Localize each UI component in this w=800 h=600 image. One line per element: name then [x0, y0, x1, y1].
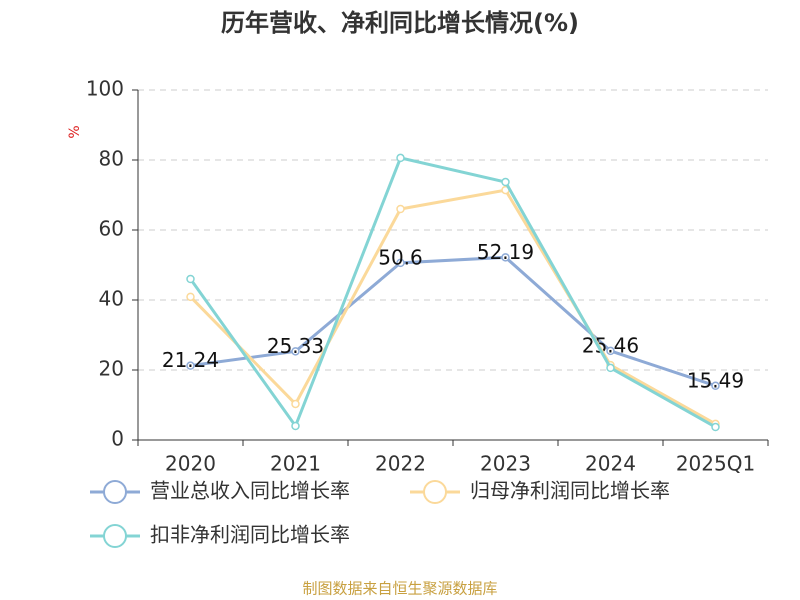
y-tick-label: 0: [111, 427, 124, 451]
data-label: 15.49: [687, 368, 744, 392]
legend-marker: [423, 480, 447, 504]
data-label: 21.24: [162, 348, 219, 372]
legend-label: 营业总收入同比增长率: [150, 479, 350, 503]
y-tick-label: 100: [86, 77, 124, 101]
data-point: [501, 177, 510, 187]
data-point: [606, 363, 615, 373]
x-tick-label: 2020: [165, 452, 216, 476]
y-tick-label: 80: [99, 147, 124, 171]
data-point: [396, 258, 405, 268]
data-point: [291, 347, 300, 356]
data-point: [291, 421, 300, 431]
series-line: [189, 188, 717, 426]
x-tick-label: 2025Q1: [676, 452, 755, 476]
legend-label: 扣非净利润同比增长率: [150, 523, 350, 547]
data-point: [291, 399, 300, 409]
data-label: 50.6: [378, 245, 423, 269]
x-tick-label: 2023: [480, 452, 531, 476]
y-tick-label: 60: [99, 217, 124, 241]
x-tick-label: 2022: [375, 452, 426, 476]
data-point: [501, 253, 510, 262]
data-label: 52.19: [477, 240, 534, 264]
source-note: 制图数据来自恒生聚源数据库: [302, 580, 497, 598]
x-tick-label: 2021: [270, 452, 321, 476]
data-point: [186, 361, 195, 370]
data-label: 25.46: [582, 333, 639, 357]
legend-marker: [103, 524, 127, 548]
data-point: [186, 292, 195, 302]
data-label: 25.33: [267, 334, 324, 358]
data-point: [186, 274, 195, 284]
data-point: [396, 153, 405, 163]
y-tick-label: 40: [99, 287, 124, 311]
legend-label: 归母净利润同比增长率: [470, 479, 670, 503]
y-tick-label: 20: [99, 357, 124, 381]
series-line: [189, 156, 717, 430]
data-point: [606, 346, 615, 356]
y-axis-label: %: [67, 125, 83, 138]
series-line: [190, 255, 716, 388]
data-point: [711, 422, 720, 432]
data-point: [711, 381, 720, 391]
x-tick-label: 2024: [585, 452, 636, 476]
data-point: [396, 204, 405, 214]
legend-marker: [103, 480, 127, 504]
chart-title: 历年营收、净利同比增长情况(%): [221, 9, 579, 37]
